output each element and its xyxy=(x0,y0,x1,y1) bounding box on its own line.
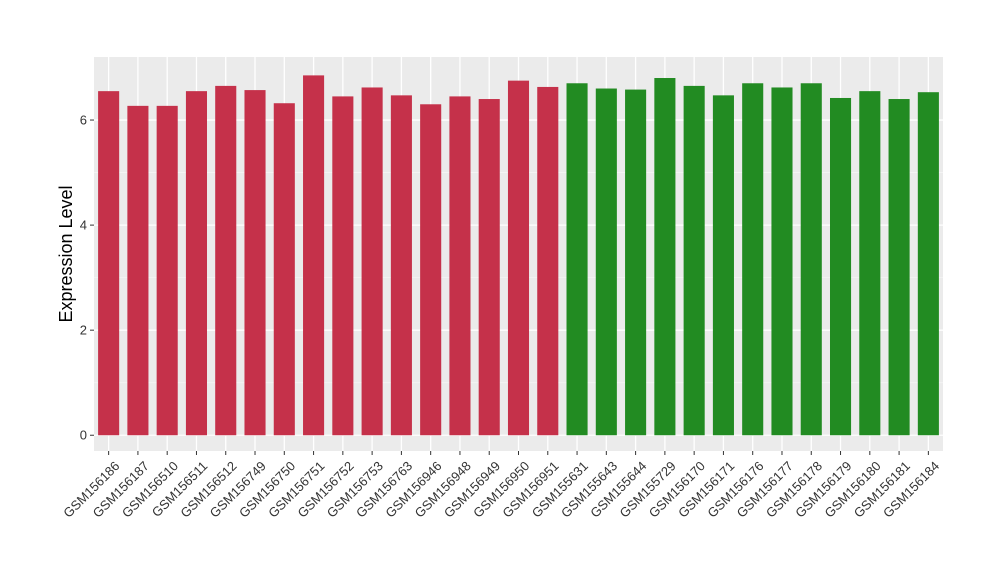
bar-GSM156178 xyxy=(800,83,822,436)
bar-GSM156170 xyxy=(683,85,705,436)
bar-GSM156950 xyxy=(507,80,530,436)
bar-GSM156948 xyxy=(449,96,471,436)
bar-GSM156186 xyxy=(98,91,120,436)
bar-GSM156171 xyxy=(712,95,734,436)
bar-GSM156179 xyxy=(829,97,852,436)
bar-GSM156176 xyxy=(742,83,764,436)
bar-GSM155729 xyxy=(654,78,676,436)
y-tick-label: 4 xyxy=(80,218,87,233)
bar-GSM156753 xyxy=(361,87,383,436)
bar-GSM156511 xyxy=(185,91,208,436)
bar-GSM155631 xyxy=(566,83,588,436)
y-axis-title: Expression Level xyxy=(56,185,76,322)
bar-GSM155644 xyxy=(625,89,647,436)
bar-GSM156951 xyxy=(537,86,559,436)
y-axis: 0 2 4 6 xyxy=(80,113,94,443)
bar-GSM156752 xyxy=(332,96,354,436)
bar-GSM156181 xyxy=(888,99,910,436)
bars xyxy=(98,75,939,436)
bar-GSM156512 xyxy=(215,85,237,436)
y-tick-label: 0 xyxy=(80,428,87,443)
x-axis: GSM156186GSM156187GSM156510GSM156511GSM1… xyxy=(60,451,942,521)
bar-GSM156949 xyxy=(478,99,500,436)
bar-GSM156177 xyxy=(771,87,793,436)
bar-GSM156184 xyxy=(917,92,939,436)
bar-GSM156763 xyxy=(390,95,412,436)
bar-GSM156180 xyxy=(859,91,881,436)
bar-GSM156749 xyxy=(244,90,266,436)
bar-GSM156510 xyxy=(156,105,178,436)
bar-GSM156187 xyxy=(127,105,149,436)
y-tick-label: 2 xyxy=(80,323,87,338)
bar-GSM156750 xyxy=(273,103,295,436)
bar-GSM155643 xyxy=(595,88,617,436)
bar-GSM156946 xyxy=(420,104,442,436)
y-tick-label: 6 xyxy=(80,113,87,128)
bar-GSM156751 xyxy=(303,75,325,436)
